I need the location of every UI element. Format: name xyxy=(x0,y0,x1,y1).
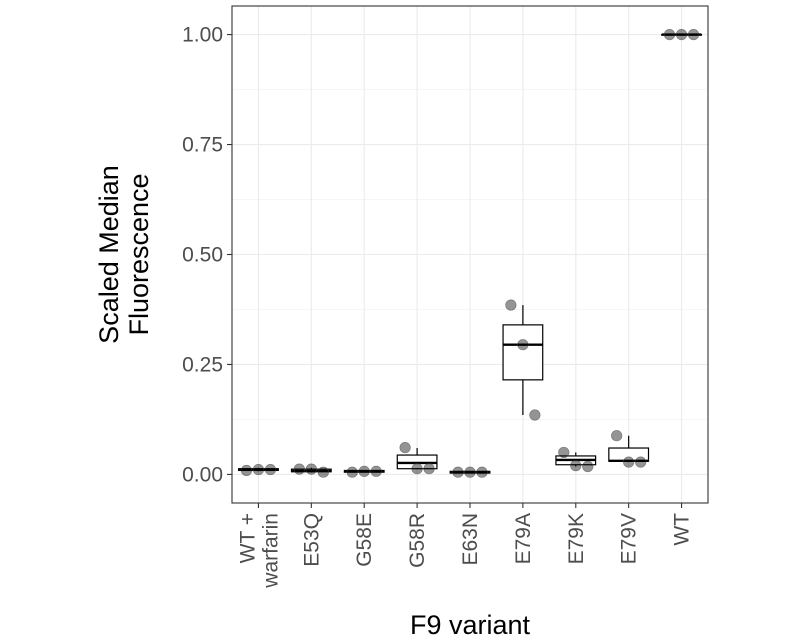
data-point xyxy=(464,466,476,478)
data-point xyxy=(570,460,582,472)
y-tick-label: 0.75 xyxy=(182,134,223,157)
y-tick-label: 0.00 xyxy=(182,463,223,486)
data-point xyxy=(370,465,382,477)
data-point xyxy=(423,463,435,475)
x-tick-label: E63N xyxy=(459,513,482,566)
data-point xyxy=(252,463,265,476)
data-point xyxy=(358,465,370,477)
data-point xyxy=(582,460,594,473)
grid-layer xyxy=(232,6,708,503)
data-point xyxy=(517,339,529,351)
data-point xyxy=(346,466,358,478)
x-tick-label: G58E xyxy=(353,513,376,567)
x-tick-label: G58R xyxy=(406,513,429,568)
data-point xyxy=(611,430,623,442)
data-point xyxy=(687,28,700,41)
data-point xyxy=(411,463,423,475)
x-tick-label-line2: warfarin xyxy=(259,513,282,589)
x-tick-label: E79V xyxy=(618,513,641,564)
x-tick-label: E53Q xyxy=(300,513,323,567)
box xyxy=(502,324,544,381)
data-point xyxy=(675,28,688,41)
x-tick-label: E79A xyxy=(512,513,535,564)
x-tick-label: WT + xyxy=(236,513,259,563)
y-axis-title-line2: Fluorescence xyxy=(124,173,154,335)
x-tick-label: WT xyxy=(671,513,694,546)
data-point xyxy=(317,466,329,478)
data-point xyxy=(264,463,277,476)
data-point xyxy=(505,299,517,311)
data-point xyxy=(293,463,305,475)
data-point xyxy=(452,466,464,478)
data-point xyxy=(529,409,541,421)
y-tick-label: 1.00 xyxy=(182,24,223,47)
x-axis-title: F9 variant xyxy=(410,610,531,640)
point-layer xyxy=(240,28,700,478)
data-point xyxy=(399,441,411,454)
y-tick-label: 0.50 xyxy=(182,244,223,267)
data-point xyxy=(305,463,317,475)
axis-layer: 0.00 0.25 0.50 0.75 1.00 WT + warfarin E53Q G58E… xyxy=(182,24,693,589)
data-point xyxy=(240,464,253,477)
data-point xyxy=(476,466,488,478)
data-point xyxy=(635,456,647,468)
data-point xyxy=(623,456,635,468)
y-axis-title-line1: Scaled Median xyxy=(94,165,124,344)
y-tick-label: 0.25 xyxy=(182,353,223,376)
data-point xyxy=(663,28,676,41)
data-point xyxy=(558,446,570,459)
x-tick-label: E79K xyxy=(565,513,588,564)
